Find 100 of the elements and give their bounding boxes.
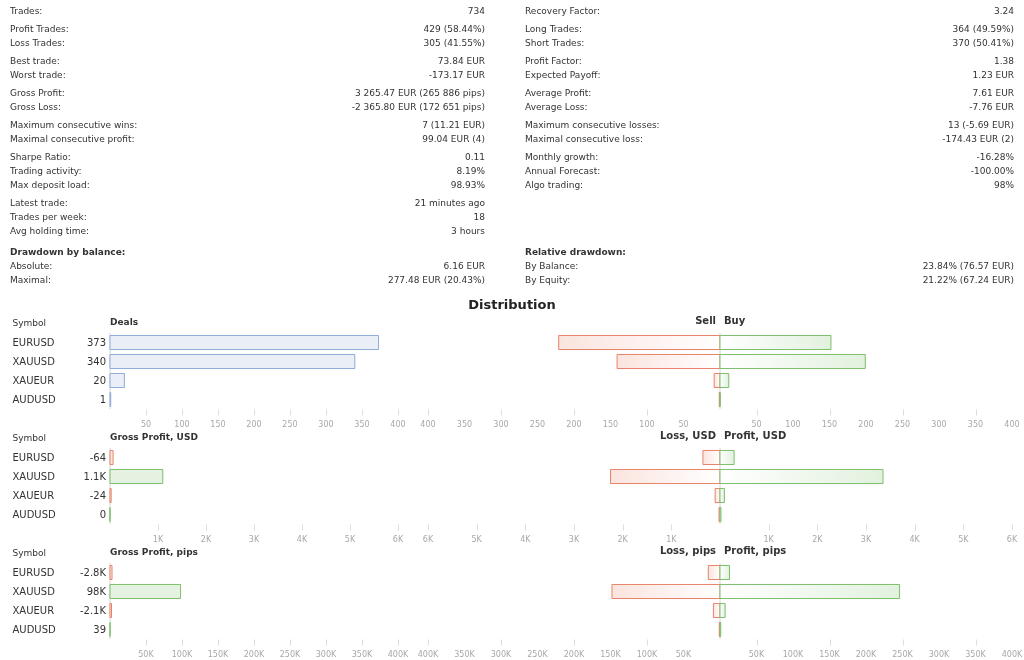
data-label: 20 [93,374,106,386]
text: 8.19% [456,165,485,178]
x-tick-label: 400 [390,420,406,429]
x-tick-label: 50 [140,420,152,429]
text: 1.38 [993,55,1014,68]
x-tick-label: 250K [892,650,914,659]
x-tick-label: 200K [243,650,266,659]
x-tick-label: 2K [200,535,212,544]
x-tick-label: 300K [490,650,513,659]
text: 305 (41.55%) [423,37,485,50]
x-tick-label: 6K [392,535,404,544]
text: Expected Payoff: [525,69,601,82]
data-label: 340 [86,355,106,367]
text: Sharpe Ratio: [10,151,71,164]
x-tick-label: 300 [318,420,334,429]
y-tick-label: XAUUSD [12,585,56,597]
x-tick-label: 200 [566,420,582,429]
x-tick-label: 4K [520,535,532,544]
text: 13 (-5.69 EUR) [947,119,1014,132]
series-label: Loss, USD [659,430,716,441]
text: Algo trading: [525,179,584,192]
x-tick-label: 4K [909,535,921,544]
data-label: 98K [86,585,107,597]
text: Trades: [10,5,43,18]
data-label: 39 [93,623,106,635]
x-tick-label: 300 [931,420,947,429]
x-tick-label: 50 [678,420,689,429]
text: Worst trade: [10,69,66,82]
x-tick-label: 100K [171,650,194,659]
data-label: -2.8K [79,566,107,578]
data-label: 1 [99,393,106,405]
x-tick-label: 350K [965,650,987,659]
x-tick-label: 350K [454,650,476,659]
y-tick-label: EURUSD [12,566,55,578]
text: 3.24 [993,5,1014,18]
x-tick-label: 250 [282,420,298,429]
y-tick-label: XAUEUR [12,489,55,501]
text: Recovery Factor: [525,5,601,18]
text: 21 minutes ago [414,197,485,210]
x-tick-label: 400 [1004,420,1020,429]
x-tick-label: 250 [894,420,911,429]
x-tick-label: 3K [248,535,260,544]
x-axis-title: Gross Profit, USD [110,432,198,442]
data-label: 0 [99,508,106,520]
y-tick-label: AUDUSD [12,393,57,405]
text: 3 hours [451,225,485,238]
x-tick-label: 150 [821,420,838,429]
series-label: Buy [724,315,746,326]
text: -174.43 EUR (2) [942,133,1014,146]
x-tick-label: 100K [636,650,659,659]
x-tick-label: 2K [617,535,629,544]
y-tick-label: EURUSD [12,451,55,463]
x-axis-title: Deals [110,317,139,327]
text: 1.23 EUR [972,69,1014,82]
x-tick-label: 350K [351,650,374,659]
x-tick-label: 350 [967,420,984,429]
text: -173.17 EUR [428,69,485,82]
x-tick-label: 3K [860,535,872,544]
x-tick-label: 6K [422,535,434,544]
x-tick-label: 100 [174,420,190,429]
text: Trades per week: [10,211,87,224]
text: Absolute: [10,260,53,273]
series-label: Profit, pips [724,545,787,556]
text: Maximal consecutive loss: [525,133,643,146]
text: 734 [467,5,485,18]
text: Maximum consecutive losses: [525,119,660,132]
x-tick-label: 400K [417,650,440,659]
y-tick-label: AUDUSD [12,508,57,520]
text: Annual Forecast: [525,165,601,178]
data-label: -2.1K [79,604,107,616]
text: 23.84% (76.57 EUR) [922,260,1014,273]
x-tick-label: 50K [138,650,155,659]
text: 6.16 EUR [443,260,485,273]
text: Maximal consecutive profit: [10,133,135,146]
x-tick-label: 150K [207,650,230,659]
x-axis-title: Gross Profit, pips [110,547,198,557]
y-axis-title: Symbol [12,547,47,558]
y-tick-label: XAUUSD [12,355,56,367]
text: By Equity: [525,274,571,287]
text: 3 265.47 EUR (265 886 pips) [354,87,485,100]
x-tick-label: 200K [563,650,586,659]
y-tick-label: EURUSD [12,336,55,348]
text: 21.22% (67.24 EUR) [922,274,1014,287]
text: 370 (50.41%) [952,37,1014,50]
text: 7 (11.21 EUR) [422,119,485,132]
x-tick-label: 50K [748,650,765,659]
text: 7.61 EUR [972,87,1014,100]
data-label: 373 [86,336,106,348]
text: 99.04 EUR (4) [422,133,485,146]
text: 277.48 EUR (20.43%) [387,274,485,287]
x-tick-label: 2K [812,535,824,544]
x-tick-label: 3K [568,535,580,544]
series-label: Profit, USD [724,430,787,441]
y-axis-title: Symbol [12,432,47,443]
text: 429 (58.44%) [423,23,485,36]
x-tick-label: 4K [296,535,308,544]
x-tick-label: 350 [456,420,473,429]
text: Profit Factor: [525,55,582,68]
x-tick-label: 400K [387,650,410,659]
text: Loss Trades: [10,37,65,50]
